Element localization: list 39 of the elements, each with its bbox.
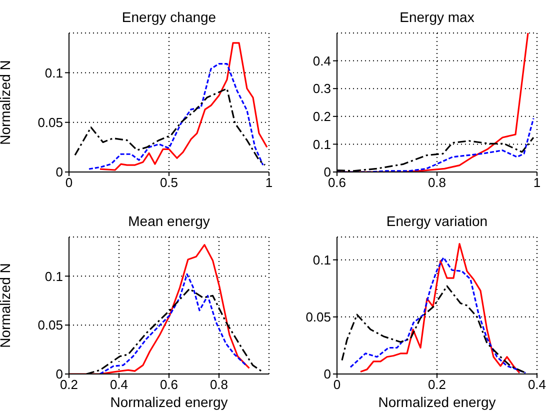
y-tick-label: 0.1 xyxy=(44,65,63,80)
y-axis-title: Normalized N xyxy=(0,263,13,348)
x-tick-label: 0.8 xyxy=(210,377,228,392)
line-series xyxy=(350,256,526,374)
x-tick-label: 1 xyxy=(265,175,273,190)
x-tick-label: 0.2 xyxy=(428,377,446,392)
line-series xyxy=(99,42,268,171)
y-tick-label: 0.4 xyxy=(312,53,331,68)
line-series xyxy=(337,118,534,172)
x-tick-label: 0.4 xyxy=(110,377,128,392)
x-tick-label: 0 xyxy=(65,175,73,190)
y-tick-label: 0.1 xyxy=(44,268,63,284)
chart-title: Mean energy xyxy=(127,213,211,229)
y-tick-label: 0 xyxy=(324,366,331,382)
x-tick-label: 0.5 xyxy=(160,175,178,190)
line-series xyxy=(88,62,264,170)
line-series xyxy=(69,244,250,374)
x-tick-label: 0.6 xyxy=(160,377,178,392)
chart-title: Energy change xyxy=(120,9,218,25)
line-series xyxy=(360,243,520,374)
chart-title: Energy max xyxy=(398,9,476,25)
y-tick-label: 0 xyxy=(56,164,63,180)
x-tick-label: 0.6 xyxy=(328,175,346,190)
line-series xyxy=(99,273,247,374)
y-tick-label: 0.2 xyxy=(312,109,331,124)
y-tick-label: 0.05 xyxy=(38,318,63,333)
y-tick-label: 0.05 xyxy=(38,114,63,130)
chart-title: Energy variation xyxy=(385,213,489,229)
y-tick-label: 0.1 xyxy=(312,136,331,152)
y-tick-label: 0.1 xyxy=(312,252,331,268)
y-tick-label: 0.05 xyxy=(306,310,331,325)
y-axis-title: Normalized N xyxy=(0,60,13,145)
x-tick-label: 0.4 xyxy=(528,377,546,392)
y-tick-label: 0.3 xyxy=(312,81,331,96)
x-axis-title: Normalized energy xyxy=(378,394,496,410)
x-axis-title: Normalized energy xyxy=(110,394,228,410)
x-tick-label: 0.8 xyxy=(428,175,446,190)
x-tick-label: 0 xyxy=(333,377,341,392)
x-tick-label: 1 xyxy=(533,175,541,190)
